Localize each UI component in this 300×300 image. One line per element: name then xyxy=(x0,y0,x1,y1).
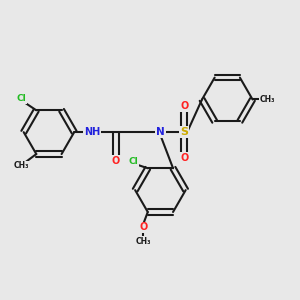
Text: O: O xyxy=(139,223,147,232)
Text: Cl: Cl xyxy=(128,157,138,166)
Text: NH: NH xyxy=(84,127,100,137)
Text: Cl: Cl xyxy=(16,94,26,103)
Text: N: N xyxy=(156,127,165,137)
Text: S: S xyxy=(180,127,188,137)
Text: CH₃: CH₃ xyxy=(260,95,275,104)
Text: O: O xyxy=(112,156,120,166)
Text: CH₃: CH₃ xyxy=(136,237,151,246)
Text: O: O xyxy=(180,101,188,111)
Text: CH₃: CH₃ xyxy=(14,161,29,170)
Text: O: O xyxy=(180,153,188,163)
